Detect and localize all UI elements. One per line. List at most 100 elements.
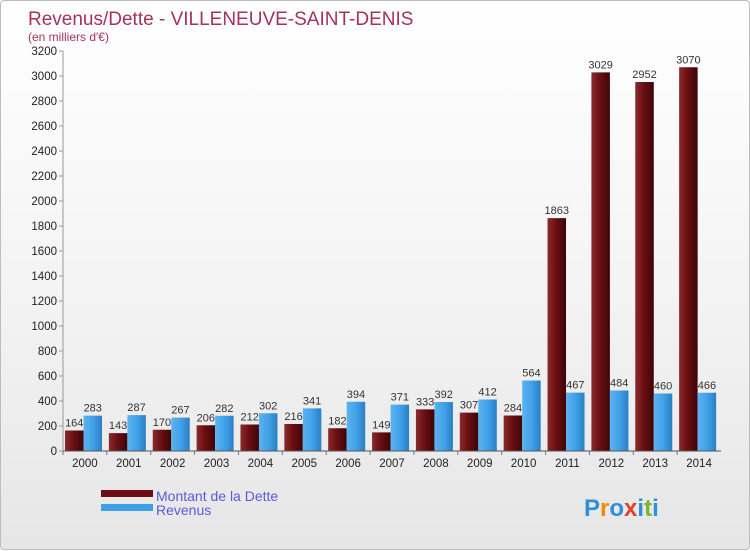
- revenue-value-label: 267: [171, 405, 189, 417]
- x-tick-label: 2006: [335, 458, 361, 470]
- y-tick-label: 0: [51, 446, 57, 458]
- debt-bar: [65, 430, 84, 451]
- y-tick-label: 400: [38, 396, 57, 408]
- debt-bar: [591, 72, 610, 451]
- chart-subtitle: (en milliers d'€): [28, 30, 109, 44]
- debt-bar: [284, 424, 303, 451]
- revenue-value-label: 392: [435, 389, 453, 401]
- y-tick-label: 2000: [31, 196, 57, 208]
- x-axis: 2000 2001 2002 2003 2004 2005 2006 2007 2008 2009…: [62, 451, 712, 470]
- revenue-bar: [609, 390, 629, 451]
- legend-label-revenue: Revenus: [156, 502, 211, 518]
- debt-bar: [547, 218, 567, 451]
- revenue-value-label: 394: [347, 389, 365, 401]
- debt-bar: [503, 415, 523, 451]
- revenue-bar: [390, 404, 410, 451]
- y-tick-label: 2800: [31, 96, 57, 108]
- x-tick-label: 2013: [642, 458, 668, 470]
- legend-swatch-debt: [101, 490, 153, 497]
- y-tick-label: 2400: [31, 146, 57, 158]
- revenue-bar: [697, 392, 717, 451]
- x-tick-label: 2012: [599, 458, 625, 470]
- y-axis: 0 200 400 600 800 1000 1200 1400 1600 1800 2000 220…: [31, 46, 63, 458]
- debt-value-label: 149: [372, 419, 390, 431]
- debt-value-label: 143: [109, 420, 127, 432]
- debt-bar: [415, 409, 435, 451]
- x-tick-label: 2010: [511, 458, 537, 470]
- debt-value-label: 3070: [676, 54, 700, 66]
- y-tick-label: 2600: [31, 121, 57, 133]
- debt-bar: [635, 82, 654, 451]
- debt-value-label: 333: [416, 396, 434, 408]
- debt-value-label: 164: [65, 418, 83, 430]
- debt-value-label: 284: [504, 403, 522, 415]
- revenue-value-label: 564: [522, 368, 540, 380]
- y-tick-label: 800: [38, 346, 57, 358]
- x-tick-label: 2009: [467, 458, 493, 470]
- chart-title: Revenus/Dette - VILLENEUVE-SAINT-DENIS: [28, 9, 413, 30]
- revenue-bar: [215, 415, 234, 451]
- debt-value-label: 3029: [588, 59, 612, 71]
- revenue-value-label: 467: [566, 380, 584, 392]
- debt-bar: [328, 428, 347, 451]
- y-tick-label: 1000: [31, 321, 57, 333]
- revenue-value-label: 302: [259, 400, 277, 412]
- debt-value-label: 170: [153, 417, 171, 429]
- debt-value-label: 216: [284, 411, 302, 423]
- x-tick-label: 2004: [248, 458, 274, 470]
- x-tick-label: 2003: [204, 458, 230, 470]
- revenue-value-label: 283: [84, 403, 102, 415]
- revenue-value-label: 341: [303, 395, 321, 407]
- debt-bar: [459, 412, 479, 451]
- revenue-bar: [566, 392, 585, 451]
- revenue-bar: [127, 415, 146, 451]
- revenue-bar: [83, 415, 102, 451]
- legend-label-debt: Montant de la Dette: [156, 488, 278, 504]
- x-tick-label: 2007: [379, 458, 405, 470]
- revenue-value-label: 287: [127, 402, 145, 414]
- revenue-bar: [478, 399, 497, 451]
- debt-value-label: 182: [328, 415, 346, 427]
- debt-bar: [108, 433, 128, 451]
- proxiti-logo: Proxiti: [584, 495, 659, 522]
- y-tick-label: 1800: [31, 221, 57, 233]
- x-tick-label: 2011: [555, 458, 580, 470]
- debt-bar: [152, 429, 172, 451]
- debt-value-label: 206: [197, 412, 215, 424]
- debt-value-label: 1863: [545, 205, 569, 217]
- y-tick-label: 600: [38, 371, 57, 383]
- y-tick-label: 1200: [31, 296, 57, 308]
- debt-bar: [372, 432, 391, 451]
- debt-bar: [679, 67, 698, 451]
- revenue-value-label: 466: [698, 380, 716, 392]
- legend-swatch-revenue: [101, 504, 153, 511]
- debt-value-label: 212: [241, 412, 259, 424]
- debt-bar: [240, 424, 259, 451]
- x-tick-label: 2001: [116, 458, 142, 470]
- revenue-bar: [346, 401, 366, 451]
- proxiti-logo-text: Proxiti: [584, 495, 659, 522]
- revenue-bar: [171, 417, 190, 451]
- debt-value-label: 307: [460, 400, 478, 412]
- revenue-value-label: 484: [610, 378, 628, 390]
- revenue-bar: [434, 402, 453, 451]
- debt-bar: [196, 425, 216, 451]
- y-tick-label: 1400: [31, 271, 57, 283]
- x-tick-label: 2002: [160, 458, 186, 470]
- debt-value-label: 2952: [632, 69, 656, 81]
- x-tick-label: 2005: [291, 458, 317, 470]
- revenue-bar: [522, 380, 541, 451]
- y-tick-label: 3200: [31, 46, 57, 58]
- revenue-value-label: 371: [391, 392, 409, 404]
- y-tick-label: 1600: [31, 246, 57, 258]
- revenue-value-label: 282: [215, 403, 233, 415]
- x-tick-label: 2000: [72, 458, 98, 470]
- revenue-bar: [653, 393, 673, 451]
- y-tick-label: 2200: [31, 171, 57, 183]
- y-tick-label: 3000: [31, 71, 57, 83]
- revenue-bar: [258, 413, 278, 451]
- x-tick-label: 2014: [686, 458, 712, 470]
